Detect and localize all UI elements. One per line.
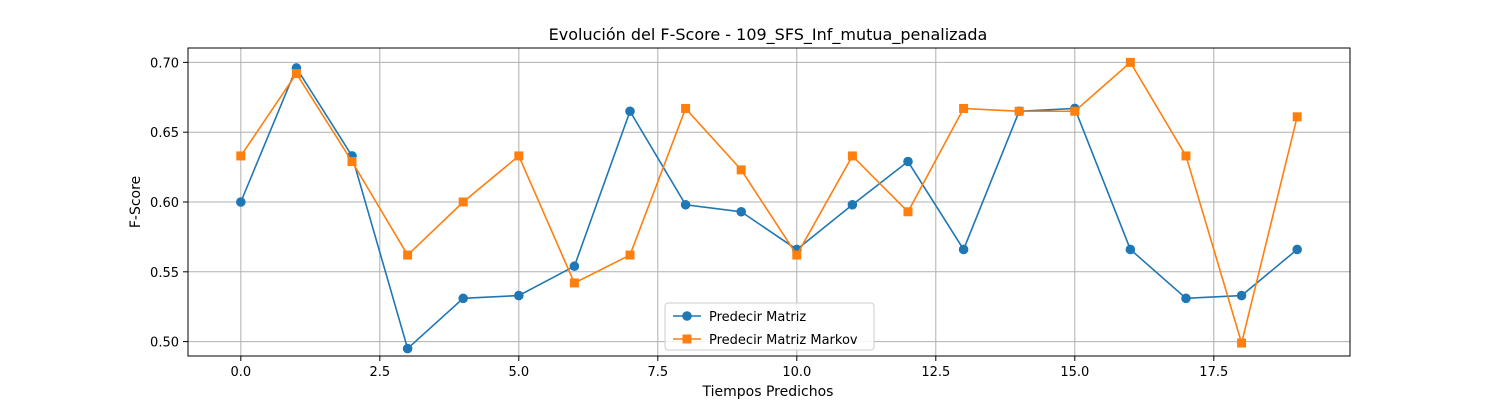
data-point <box>1292 112 1302 122</box>
data-point <box>1125 57 1135 67</box>
data-point <box>847 199 858 210</box>
legend-box <box>664 302 875 351</box>
x-tick-label: 15.0 <box>1060 365 1089 380</box>
data-point <box>569 278 579 288</box>
data-point <box>1292 244 1302 255</box>
data-point <box>1181 151 1191 161</box>
series-2 <box>236 57 1302 348</box>
data-point <box>347 157 357 167</box>
y-tick-label: 0.50 <box>150 336 179 351</box>
x-tick-label: 7.5 <box>647 365 668 380</box>
x-tick-label: 12.5 <box>921 365 950 380</box>
data-point <box>514 151 524 161</box>
series-layer <box>236 57 1302 354</box>
y-axis-label: F-Score <box>128 176 144 228</box>
series-line <box>240 61 1298 347</box>
x-tick-label: 17.5 <box>1199 365 1228 380</box>
data-point <box>847 151 857 161</box>
legend: Predecir Matriz Predecir Matriz Markov <box>664 302 875 351</box>
data-point <box>1237 338 1247 348</box>
data-point <box>402 343 413 354</box>
data-point <box>903 156 913 167</box>
data-point <box>625 250 635 260</box>
data-point <box>236 151 246 161</box>
data-point <box>625 106 635 117</box>
x-tick-label: 10.0 <box>782 365 811 380</box>
data-point <box>1014 106 1024 116</box>
y-tick-label: 0.55 <box>150 266 179 281</box>
data-point <box>236 197 246 207</box>
data-point <box>1236 290 1247 301</box>
legend-entry: Predecir Matriz Markov <box>673 333 858 348</box>
data-point <box>569 261 580 272</box>
data-point <box>792 250 802 260</box>
data-point <box>681 103 691 113</box>
legend-marker <box>682 334 692 344</box>
series-line <box>240 66 1298 351</box>
legend-label: Predecir Matriz <box>709 310 806 325</box>
data-point <box>291 69 301 79</box>
data-point <box>958 244 969 255</box>
x-axis: 0.0 2.5 5.0 7.5 10.0 12.5 15.0 17.5 <box>230 356 1228 380</box>
y-tick-label: 0.65 <box>150 126 179 141</box>
data-point <box>680 199 691 210</box>
data-point <box>1125 244 1136 255</box>
legend-entry: Predecir Matriz <box>673 310 806 325</box>
legend-marker <box>682 311 692 321</box>
data-point <box>736 206 747 217</box>
data-point <box>458 293 469 304</box>
data-point <box>458 197 468 207</box>
data-point <box>1181 293 1191 304</box>
data-point <box>736 165 746 175</box>
x-axis-label: Tiempos Predichos <box>702 384 834 400</box>
x-tick-label: 2.5 <box>369 365 390 380</box>
chart-title: Evolución del F-Score - 109_SFS_Inf_mutu… <box>549 25 988 45</box>
legend-label: Predecir Matriz Markov <box>709 333 858 348</box>
x-tick-label: 0.0 <box>230 365 251 380</box>
data-point <box>959 103 969 113</box>
x-tick-label: 5.0 <box>508 365 529 380</box>
y-tick-label: 0.70 <box>150 56 179 71</box>
y-axis: 0.50 0.55 0.60 0.65 0.70 <box>150 56 188 351</box>
data-point <box>514 290 524 301</box>
data-point <box>903 207 913 217</box>
y-tick-label: 0.60 <box>150 196 179 211</box>
data-point <box>1070 106 1080 116</box>
data-point <box>403 250 413 260</box>
